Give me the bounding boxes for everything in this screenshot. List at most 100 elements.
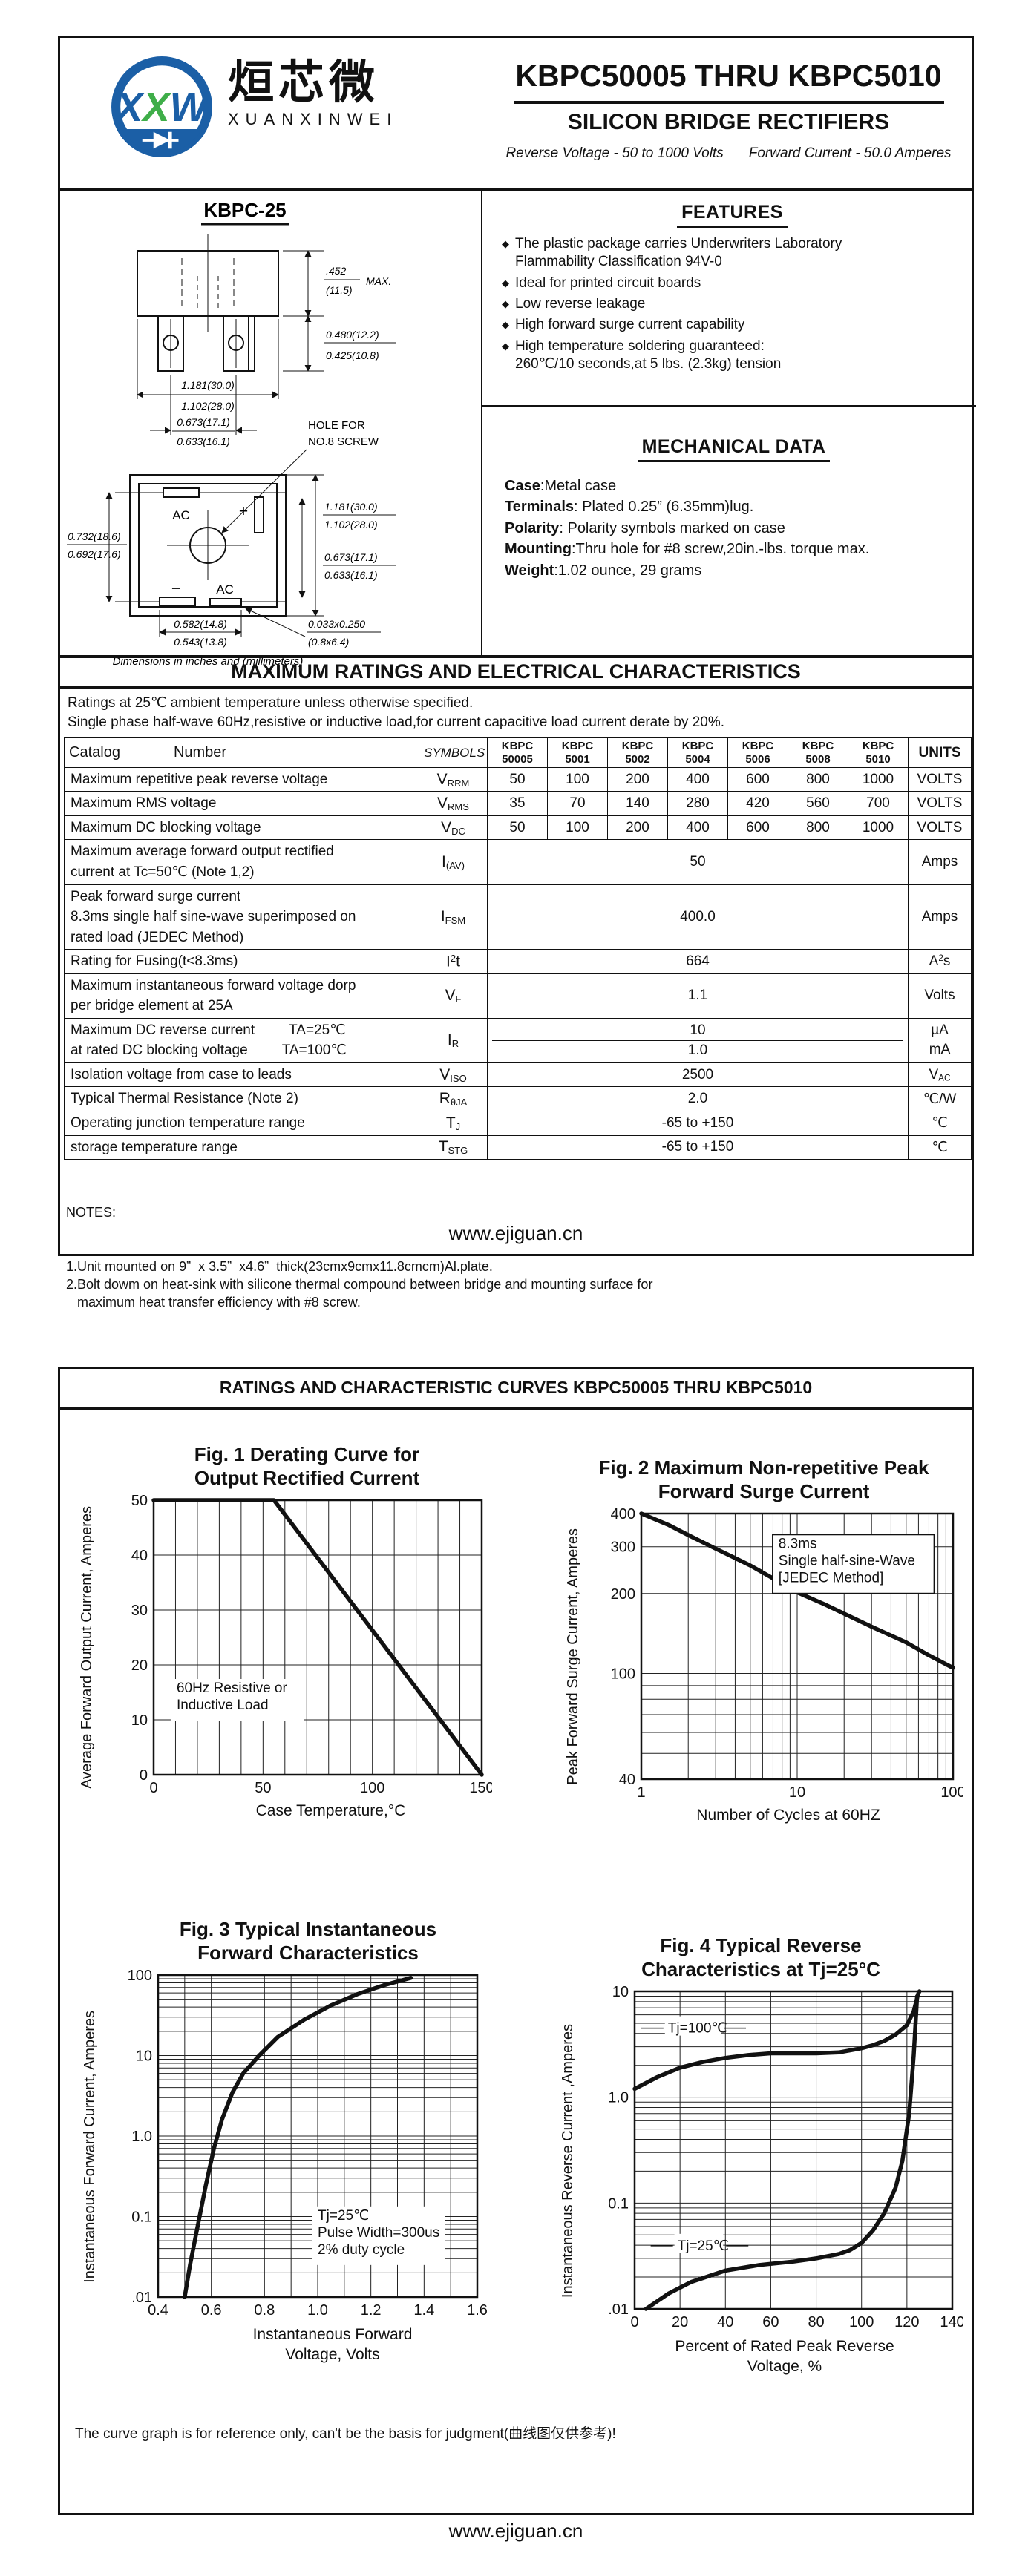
fig3-body: Instantaneous Forward Current, Amperes 0.… [71,1969,546,2324]
hole-note-line1: HOLE FOR [308,419,365,432]
dual-value: 10 [492,1021,903,1041]
title-line: Fig. 4 Typical Reverse [660,1934,862,1956]
table-row: Maximum average forward output rectified… [64,839,972,885]
part-column-header: KBPC 5002 [607,737,668,768]
figure-2: Fig. 2 Maximum Non-repetitive Peak Forwar… [554,1456,974,1826]
mechanical-data-section: MECHANICAL DATA Case:Metal case Terminals… [482,407,976,655]
ylabel-text: Instantaneous Forward Current, Amperes [81,2011,98,2283]
header: XXW 烜芯微 XUANXINWEI KBPC50 [60,38,972,191]
parameter-cell: Isolation voltage from case to leads [64,1062,419,1088]
y-tick-label: 0.1 [608,2196,629,2212]
value-cell: 100 [547,815,608,841]
annotation-line: 2% duty cycle [318,2242,405,2258]
plot-border [640,1513,955,1781]
symbol-cell: TSTG [419,1134,488,1160]
title-line: Forward Characteristics [197,1941,419,1964]
parameter-text: rated load (JEDEC Method) [71,929,244,945]
fig1-xlabel: Case Temperature,°C [68,1801,546,1821]
parameter-text: 8.3ms single half sine-wave superimposed… [71,909,356,925]
x-tick-label: 50 [255,1780,271,1796]
part-column-header: KBPC 5001 [547,737,608,768]
annotation-line: [JEDEC Method] [779,1571,884,1586]
mechanical-label: Mounting [505,541,572,558]
title-line: Characteristics at Tj=25°C [641,1957,880,1980]
value-cell: 1.1 [487,973,909,1019]
part-column-header: KBPC 5010 [848,737,909,768]
x-tick-label: 20 [672,2314,688,2330]
value-cell: 664 [487,949,909,974]
feature-text: Ideal for printed circuit boards [515,275,701,292]
mechanical-label: Polarity [505,519,560,536]
ratings-heading: MAXIMUM RATINGS AND ELECTRICAL CHARACTER… [231,660,801,683]
condition-line-1: Ratings at 25℃ ambient temperature unles… [68,695,474,711]
logo-mark-icon: XXW [111,56,212,157]
disclaimer-text: The curve graph is for reference only, c… [75,2426,616,2442]
x-tick-label: 60 [762,2314,779,2330]
value-cell: 100 [547,766,608,792]
feature-line: Flammability Classification 94V-0 [515,254,722,270]
part-line1: KBPC [621,740,654,753]
title-line: Forward Surge Current [658,1479,870,1502]
xlabel-line: Instantaneous Forward [252,2326,413,2344]
value-cell: 800 [788,815,848,841]
x-tick-label: 140 [940,2314,963,2330]
ratings-table: Catalog Number SYMBOLS KBPC 50005 KBPC 5001 KBP… [64,737,972,1160]
mechanical-label: Case [505,478,540,494]
feature-text: Low reverse leakage [515,295,645,313]
feature-item: ◆ Low reverse leakage [502,295,963,313]
mechanical-label: Terminals [505,499,574,516]
dim-height-mm: (11.5) [326,284,353,296]
ylabel-text: Instantaneous Reverse Current ,Amperes [559,2023,576,2298]
dim-lug-max: 0.480(12.2) [326,329,379,341]
table-row: Isolation voltage from case to leads VISO… [64,1062,972,1088]
dim-slot-size-mm: (0.8x6.4) [308,636,349,648]
fig2-plot: 1 10 100 40 100 200 300 400 8.3ms Single half-sin… [611,1508,963,1801]
mechanical-item: Polarity: Polarity symbols marked on cas… [505,518,963,539]
parameter-cell: Maximum repetitive peak reverse voltage [64,766,419,792]
value-cell: 700 [848,791,909,816]
features-section: FEATURES ◆ The plastic package carries Un… [482,191,976,405]
units-header: UNITS [908,737,972,768]
fig3-plot: 0.4 0.6 0.8 1.0 1.2 1.4 1.6 .01 0.1 1.0 10 100 Tj=25… [128,1969,488,2319]
logo-chinese-name: 烜芯微 [228,57,380,108]
dim-bottom-min: 0.543(13.8) [174,636,227,648]
series-label: Tj=25℃ [678,2238,729,2254]
dual-value: 1.0 [687,1042,708,1058]
parameter-line: Rating for Fusing(t<8.3ms) [71,951,414,972]
x-tick-label: 100 [360,1780,384,1796]
y-tick-label: 40 [131,1548,148,1564]
symbol-cell: VRMS [419,791,488,816]
parameter-line: Isolation voltage from case to leads [71,1065,414,1085]
series-label-bg [674,2234,724,2254]
table-row: Operating junction temperature range TJ -6… [64,1110,972,1136]
x-tick-label: 1.4 [413,2302,434,2319]
unit-cell: Amps [908,839,972,885]
symbol-cell: TJ [419,1110,488,1136]
feature-text: High temperature soldering guaranteed: 26… [515,338,781,374]
unit-cell: Amps [908,884,972,950]
ylabel-text: Average Forward Output Current, Amperes [78,1505,95,1789]
tj100-curve [632,1989,922,2092]
xlabel-line: Percent of Rated Peak Reverse [675,2338,894,2356]
parameter-text: at rated DC blocking voltage [71,1042,248,1059]
table-row: Maximum RMS voltage VRMS 35 70 140 280 420 560 7… [64,791,972,816]
ylabel-text: Peak Forward Surge Current, Amperes [564,1528,581,1785]
dim-tall-min: 1.102(28.0) [324,519,378,530]
features-heading: FEATURES [502,202,963,228]
fig1-body: Average Forward Output Current, Amperes 0… [68,1494,546,1800]
page-2: RATINGS AND CHARACTERISTIC CURVES KBPC50… [58,1367,974,2515]
parameter-cell: Maximum RMS voltage [64,791,419,816]
dual-unit: mA [929,1042,951,1058]
feature-line: Ideal for printed circuit boards [515,275,701,291]
symbol-cell: IFSM [419,884,488,950]
annotation-box [772,1534,935,1594]
dim-bottom-max: 0.582(14.8) [174,618,227,630]
part-line1: KBPC [802,740,834,753]
parameter-text: Maximum DC blocking voltage [71,819,261,835]
section-bar-top [60,655,972,658]
dim-height-in: .452 [326,265,346,277]
ratings-tagline: Reverse Voltage - 50 to 1000 Volts Forwa… [481,145,976,162]
symbol-cell: I(AV) [419,839,488,885]
parameter-line: Maximum instantaneous forward voltage do… [71,976,414,996]
